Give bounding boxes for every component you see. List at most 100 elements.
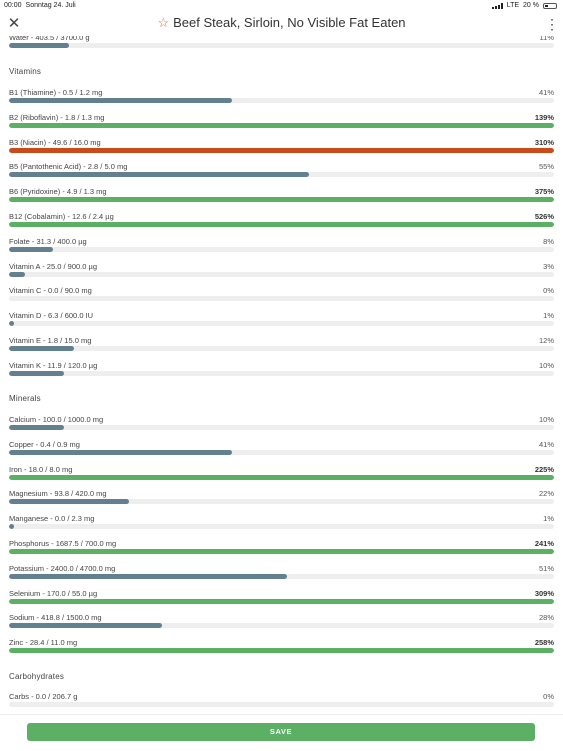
nutrient-percent: 10% <box>538 415 554 424</box>
progress-fill <box>9 648 554 654</box>
save-button[interactable]: SAVE <box>27 723 535 741</box>
progress-track <box>9 246 554 252</box>
nutrient-percent: 310% <box>534 137 554 147</box>
nutrient-label: Iron - 18.0 / 8.0 mg <box>9 464 73 474</box>
nutrient-row: Vitamin K - 11.9 / 120.0 µg 10% <box>9 361 554 385</box>
progress-fill <box>9 623 162 629</box>
progress-track <box>9 346 554 351</box>
progress-fill <box>9 549 554 554</box>
nutrient-row: B3 (Niacin) - 49.6 / 16.0 mg 310% <box>9 138 554 162</box>
nutrient-label: Copper - 0.4 / 0.9 mg <box>9 439 80 449</box>
progress-fill <box>9 122 554 128</box>
progress-track <box>9 271 554 277</box>
nutrient-row-water: Water - 403.5 / 3700.0 g 11% <box>9 33 554 57</box>
nutrient-label: Vitamin E - 1.8 / 15.0 mg <box>9 336 92 345</box>
nutrient-label: Water - 403.5 / 3700.0 g <box>9 33 90 42</box>
nutrient-row: B2 (Riboflavin) - 1.8 / 1.3 mg 139% <box>9 113 554 137</box>
nutrient-row: Vitamin D - 6.3 / 600.0 IU 1% <box>9 311 554 335</box>
nutrient-label: Carbs - 0.0 / 206.7 g <box>9 692 78 701</box>
nutrient-percent: 225% <box>534 464 554 474</box>
progress-fill <box>9 43 69 48</box>
progress-track <box>9 222 554 227</box>
progress-track <box>9 573 554 579</box>
status-time: 00:00 <box>4 2 22 9</box>
star-outline-icon[interactable]: ☆ <box>157 15 170 30</box>
status-battery-level: 20 % <box>523 2 539 9</box>
nutrient-percent: 0% <box>543 286 554 296</box>
nutrient-row: B1 (Thiamine) - 0.5 / 1.2 mg 41% <box>9 88 554 112</box>
nutrient-label: Phosphorus - 1687.5 / 700.0 mg <box>9 539 117 548</box>
status-date: Sonntag 24. Juli <box>25 2 76 9</box>
nutrient-row: B12 (Cobalamin) - 12.6 / 2.4 µg 526% <box>9 212 554 236</box>
nutrient-percent: 0% <box>543 692 554 701</box>
nutrient-percent: 41% <box>538 88 554 97</box>
progress-track <box>9 598 554 604</box>
nutrient-label: B5 (Pantothenic Acid) - 2.8 / 5.0 mg <box>9 162 128 172</box>
nutrient-percent: 526% <box>534 212 554 221</box>
progress-fill <box>9 474 554 480</box>
nutrient-row: Vitamin A - 25.0 / 900.0 µg 3% <box>9 262 554 286</box>
progress-fill <box>9 499 129 505</box>
progress-fill <box>9 98 233 103</box>
progress-fill <box>9 147 554 153</box>
progress-track <box>9 524 554 530</box>
progress-track <box>9 197 554 203</box>
nutrient-row: Vitamin E - 1.8 / 15.0 mg 12% <box>9 336 554 360</box>
progress-track <box>9 147 554 153</box>
progress-track <box>9 623 554 629</box>
section-title-minerals: Minerals <box>9 394 41 403</box>
progress-track <box>9 549 554 554</box>
page-title: Beef Steak, Sirloin, No Visible Fat Eate… <box>173 15 406 30</box>
signal-icon <box>491 2 503 9</box>
progress-track <box>9 702 554 707</box>
nutrient-percent: 51% <box>538 563 554 573</box>
nutrient-list[interactable]: Water - 403.5 / 3700.0 g 11% Vitamins B1… <box>0 0 563 714</box>
close-icon[interactable]: ✕ <box>7 15 21 32</box>
progress-track <box>9 172 554 178</box>
section-title-vitamins: Vitamins <box>9 67 42 76</box>
nutrient-label: Vitamin A - 25.0 / 900.0 µg <box>9 261 97 271</box>
nutrient-percent: 139% <box>534 112 554 122</box>
progress-track <box>9 296 554 302</box>
nutrient-label: Manganese - 0.0 / 2.3 mg <box>9 514 95 524</box>
header: ✕ ☆ Beef Steak, Sirloin, No Visible Fat E… <box>0 12 563 36</box>
nutrient-percent: 11% <box>539 33 554 42</box>
nutrient-row: Magnesium - 93.8 / 420.0 mg 22% <box>9 489 554 513</box>
nutrient-percent: 41% <box>538 439 554 449</box>
nutrient-label: Potassium - 2400.0 / 4700.0 mg <box>9 563 116 573</box>
progress-track <box>9 499 554 505</box>
nutrient-percent: 8% <box>543 236 554 246</box>
progress-track <box>9 370 554 376</box>
nutrient-percent: 12% <box>538 336 554 345</box>
nutrient-percent: 22% <box>538 489 554 499</box>
progress-fill <box>9 370 64 376</box>
nutrient-percent: 3% <box>543 261 554 271</box>
nutrient-label: Folate - 31.3 / 400.0 µg <box>9 236 87 246</box>
nutrient-label: B2 (Riboflavin) - 1.8 / 1.3 mg <box>9 112 105 122</box>
progress-fill <box>9 425 64 430</box>
nutrient-percent: 10% <box>538 360 554 370</box>
progress-fill <box>9 346 75 351</box>
progress-fill <box>9 524 15 530</box>
footer: SAVE <box>0 714 563 751</box>
nutrient-row: Carbs - 0.0 / 206.7 g 0% <box>9 692 554 714</box>
nutrient-row: Manganese - 0.0 / 2.3 mg 1% <box>9 514 554 538</box>
status-bar: 00:00 Sonntag 24. Juli LTE 20 % <box>0 0 563 12</box>
nutrient-row: B6 (Pyridoxine) - 4.9 / 1.3 mg 375% <box>9 187 554 211</box>
nutrient-label: Vitamin D - 6.3 / 600.0 IU <box>9 311 94 321</box>
header-title-wrap: ☆ Beef Steak, Sirloin, No Visible Fat Eat… <box>0 15 563 31</box>
nutrient-label: B1 (Thiamine) - 0.5 / 1.2 mg <box>9 88 103 97</box>
progress-fill <box>9 246 53 252</box>
nutrient-percent: 55% <box>538 162 554 172</box>
status-network: LTE <box>506 2 520 9</box>
section-title-carbohydrates: Carbohydrates <box>9 672 65 681</box>
nutrient-label: Vitamin C - 0.0 / 90.0 mg <box>9 286 92 296</box>
more-vertical-icon[interactable]: ⋮ <box>545 16 559 32</box>
nutrient-percent: 241% <box>534 539 554 548</box>
nutrient-row: Vitamin C - 0.0 / 90.0 mg 0% <box>9 286 554 310</box>
nutrient-label: B12 (Cobalamin) - 12.6 / 2.4 µg <box>9 212 114 221</box>
nutrient-label: B6 (Pyridoxine) - 4.9 / 1.3 mg <box>9 187 107 197</box>
progress-track <box>9 321 554 327</box>
nutrient-row: Sodium - 418.8 / 1500.0 mg 28% <box>9 613 554 637</box>
nutrient-label: Zinc - 28.4 / 11.0 mg <box>9 638 78 648</box>
